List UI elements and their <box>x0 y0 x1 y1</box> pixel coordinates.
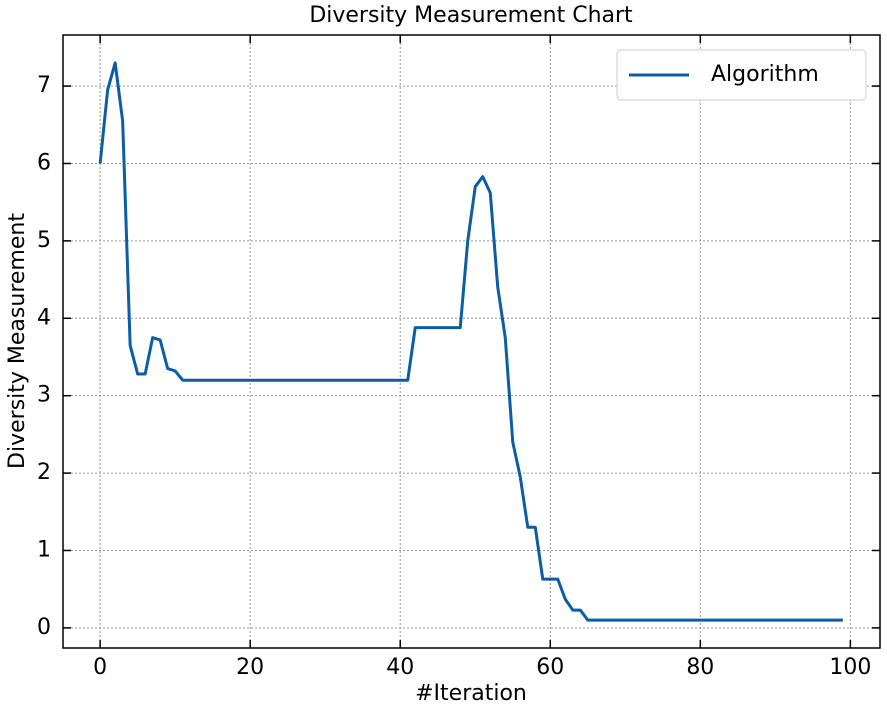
y-tick-label: 4 <box>37 305 51 330</box>
y-tick-label: 1 <box>37 537 51 562</box>
data-line <box>98 61 843 622</box>
y-tick-label: 5 <box>37 228 51 253</box>
x-tick-label: 20 <box>236 655 264 680</box>
x-tick-label: 100 <box>829 655 871 680</box>
plot-frame <box>62 34 881 649</box>
y-tick-label: 6 <box>37 150 51 175</box>
x-tick-label: 80 <box>686 655 714 680</box>
chart-title: Diversity Measurement Chart <box>309 3 633 28</box>
y-axis-label: Diversity Measurement <box>5 213 30 469</box>
legend-box <box>616 49 867 101</box>
y-tick-label: 0 <box>37 615 51 640</box>
y-tick-label: 3 <box>37 383 51 408</box>
x-tick-label: 40 <box>386 655 414 680</box>
x-tick-label: 0 <box>93 655 107 680</box>
x-axis-label: #Iteration <box>415 681 527 706</box>
y-tick-label: 2 <box>37 460 51 485</box>
legend-label: Algorithm <box>711 62 819 87</box>
x-tick-label: 60 <box>536 655 564 680</box>
y-tick-label: 7 <box>37 73 51 98</box>
